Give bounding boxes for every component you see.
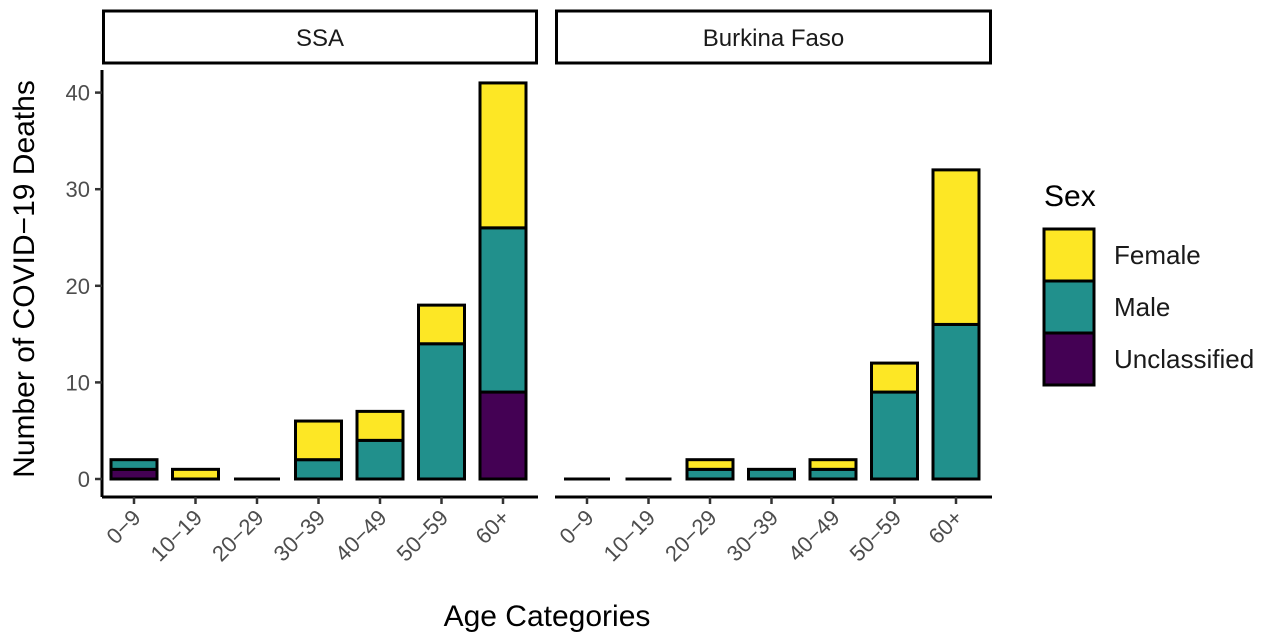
x-tick-label: 60+ [923, 505, 967, 549]
x-tick-label: 40−49 [330, 505, 391, 566]
x-axis-title: Age Categories [444, 600, 651, 633]
bar-segment-female-50-59 [417, 303, 466, 346]
panel-ssa: 0−9 10−19 20−29 30−39 40−49 50−59 60+ [101, 81, 538, 566]
x-tick-label: 40−49 [783, 505, 844, 566]
y-tick-label: 30 [66, 177, 90, 202]
strip-box-ssa [102, 9, 538, 65]
bar-segment-unclassified-60 [478, 390, 528, 481]
x-tick-label: 10−19 [146, 505, 207, 566]
facet-panels: 0−9 10−19 20−29 30−39 40−49 50−59 60+ 0−9 10−19 2… [101, 81, 992, 566]
bar-segment-male-40-49 [355, 438, 405, 481]
legend-label-female: Female [1114, 240, 1201, 270]
x-tick-label: 10−19 [599, 505, 660, 566]
x-tick-label: 30−39 [269, 505, 330, 566]
strip-label-burkina-faso: Burkina Faso [703, 25, 844, 52]
bar-segment-female-40-49 [355, 409, 405, 442]
y-tick-label: 10 [66, 370, 90, 395]
legend-label-unclassified: Unclassified [1114, 344, 1254, 374]
bar-segment-male-30-39 [294, 458, 343, 481]
bar-segment-female-30-39 [294, 419, 343, 462]
bar-segment-male-60 [931, 322, 981, 481]
strip-label-ssa: SSA [296, 25, 344, 52]
legend: Sex Female Male Unclassified [1042, 180, 1254, 387]
bar-segment-female-10-19 [171, 467, 220, 481]
x-tick-label: 0−9 [101, 505, 145, 549]
legend-key-unclassified [1042, 331, 1096, 387]
bar-segment-female-60 [931, 168, 981, 326]
y-tick-label: 0 [78, 467, 90, 492]
panel-burkina-faso: 0−9 10−19 20−29 30−39 40−49 50−59 60+ [554, 168, 992, 566]
x-tick-label: 30−39 [722, 505, 783, 566]
x-tick-label: 20−29 [207, 505, 268, 566]
bar-segment-female-50-59 [870, 361, 919, 394]
x-tick-label: 50−59 [845, 505, 906, 566]
strip-box-burkina-faso [555, 9, 992, 65]
y-tick-label: 20 [66, 274, 90, 299]
y-axis: 0 10 20 30 40 [66, 70, 104, 497]
y-tick-label: 40 [66, 81, 90, 106]
legend-label-male: Male [1114, 292, 1170, 322]
legend-key-male [1042, 279, 1096, 335]
bar-segment-male-30-39 [747, 467, 796, 481]
x-tick-label: 50−59 [392, 505, 453, 566]
x-tick-label: 20−29 [660, 505, 721, 566]
bar-segment-female-40-49 [808, 458, 858, 471]
bar-segment-female-20-29 [685, 458, 735, 471]
bar-segment-male-50-59 [870, 390, 919, 481]
legend-key-female [1042, 227, 1096, 283]
x-tick-label: 60+ [470, 505, 514, 549]
facet-strips: SSA Burkina Faso [102, 9, 992, 65]
x-tick-label: 0−9 [554, 505, 598, 549]
bar-segment-female-60 [478, 81, 528, 230]
bar-segment-male-60 [478, 226, 528, 394]
y-axis-title: Number of COVID−19 Deaths [8, 80, 41, 478]
bar-segment-male-50-59 [417, 342, 466, 481]
legend-title: Sex [1044, 180, 1096, 213]
bar-segment-male-0-9 [109, 458, 159, 471]
